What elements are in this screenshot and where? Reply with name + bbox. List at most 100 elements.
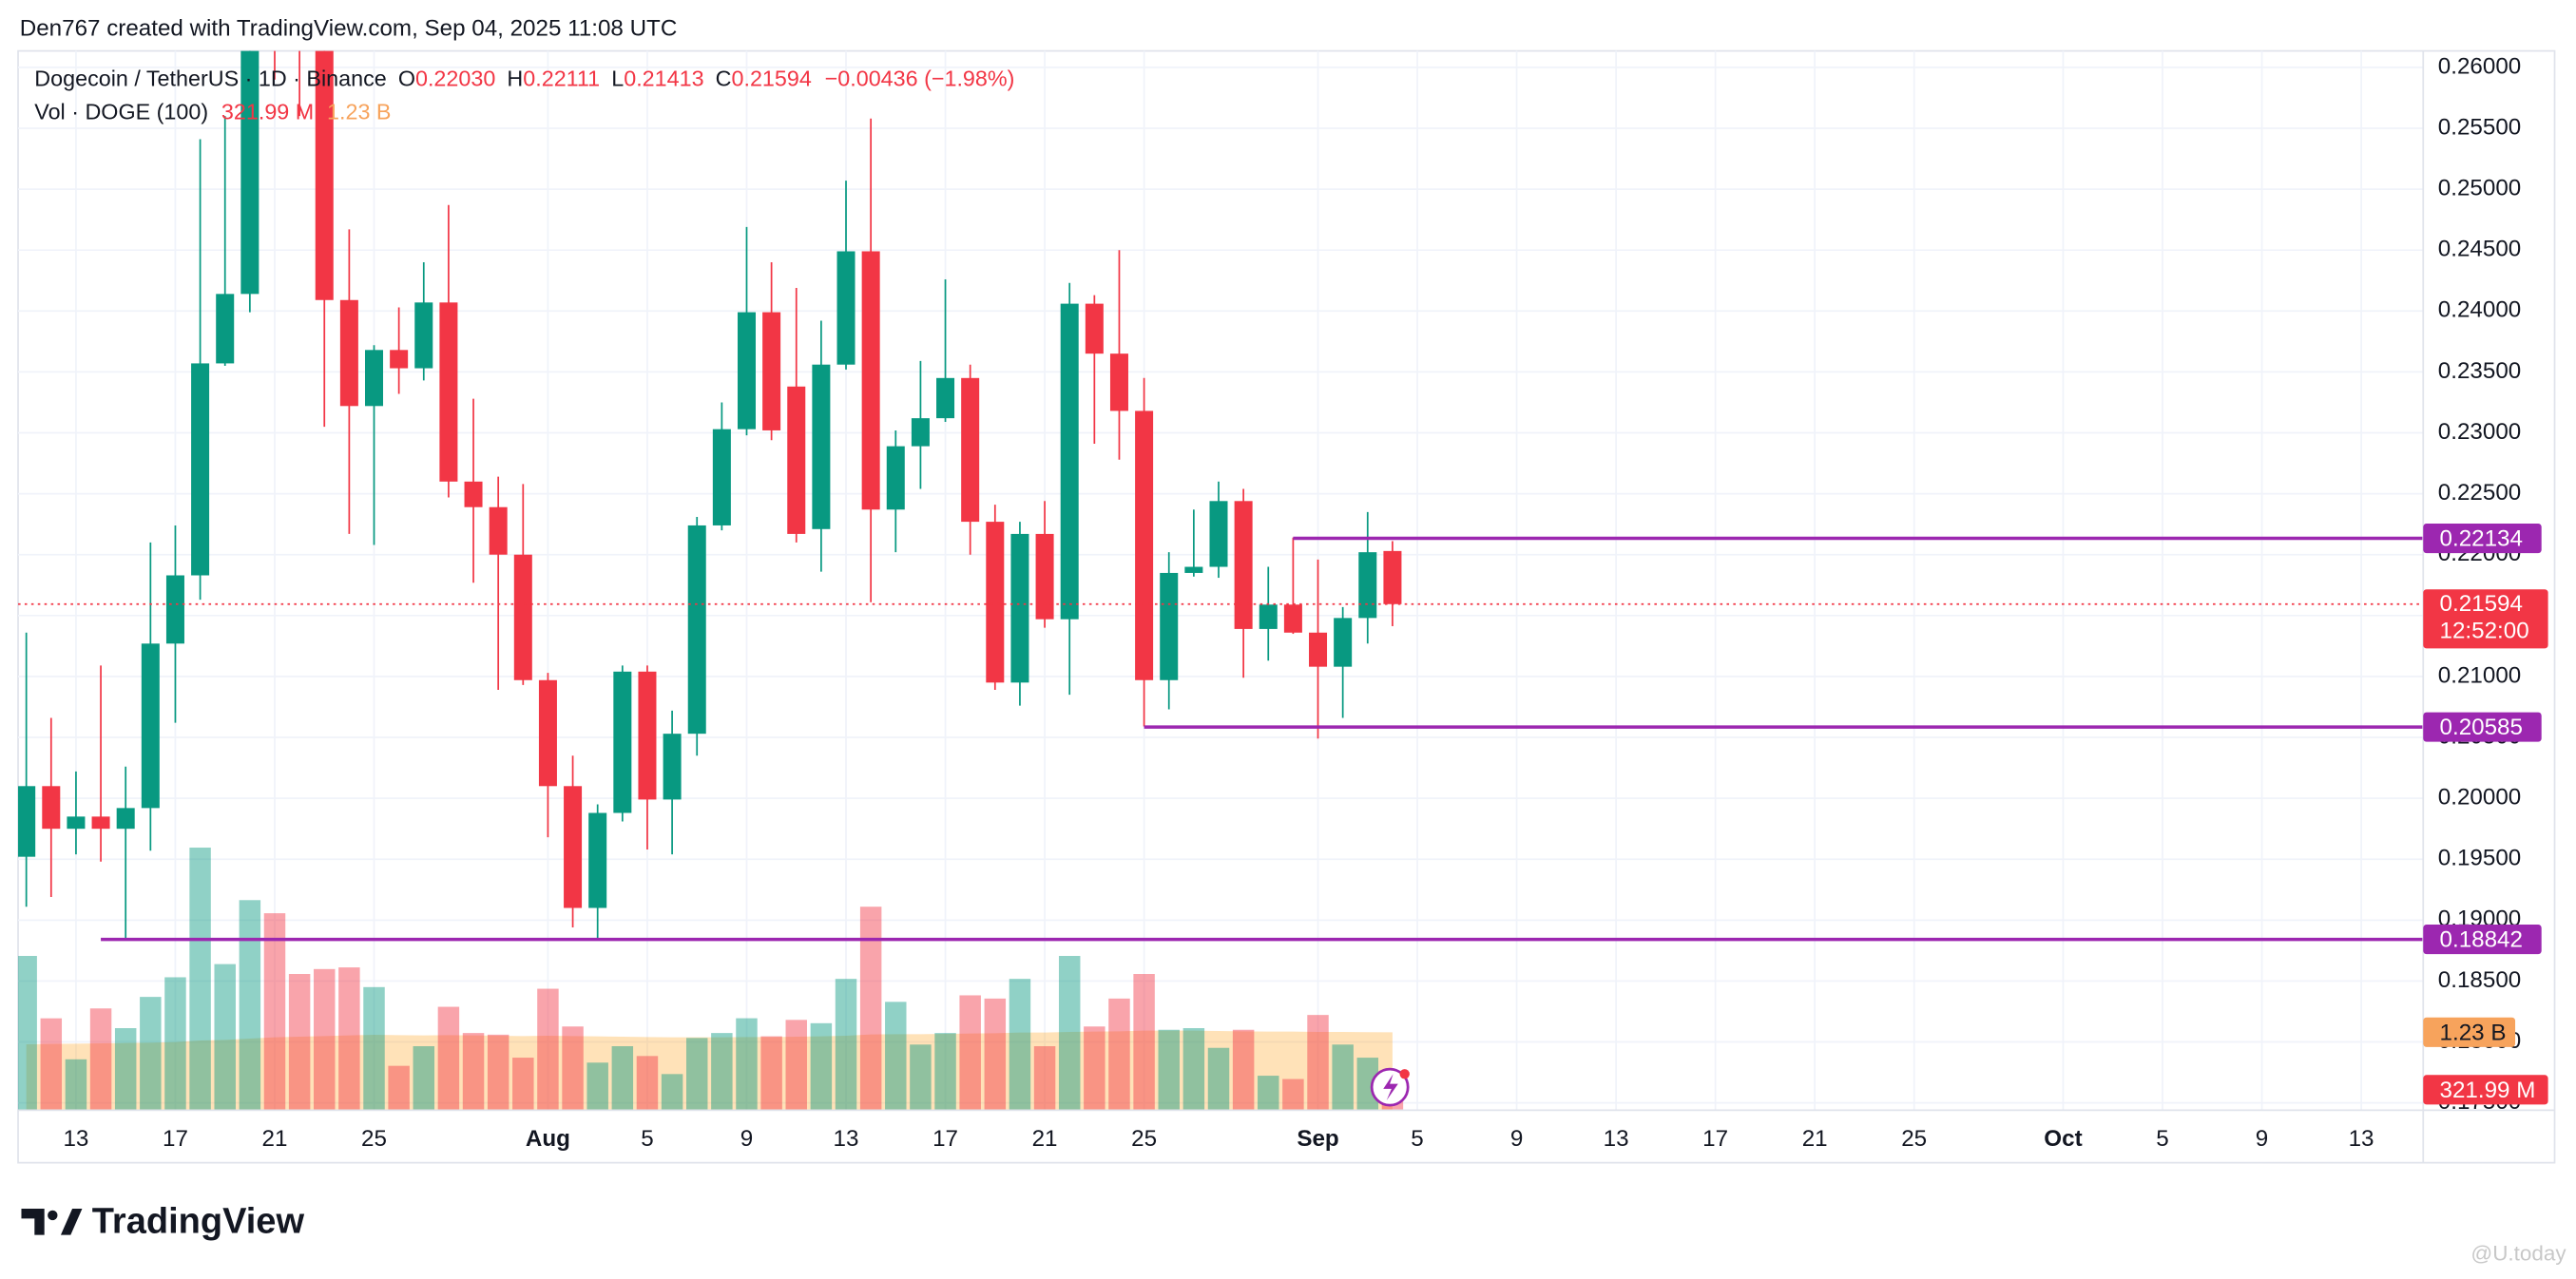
candle-body <box>638 671 657 800</box>
candle-body <box>414 302 433 369</box>
ohlc-key: L <box>611 67 624 91</box>
candle-body <box>1383 550 1402 604</box>
candle-body <box>538 679 557 787</box>
y-tick-label: 0.21000 <box>2438 662 2521 688</box>
volume-bar <box>487 1034 509 1111</box>
candle-body <box>663 734 682 800</box>
candle-body <box>1283 604 1302 633</box>
candle-body <box>1334 618 1353 667</box>
volume-bar <box>760 1036 782 1111</box>
candle-body <box>489 506 508 555</box>
level-label: 0.22134 <box>2440 526 2523 552</box>
attribution: Den767 created with TradingView.com, Sep… <box>20 16 678 42</box>
countdown: 12:52:00 <box>2440 619 2529 644</box>
candle-body <box>464 481 483 507</box>
candle-body <box>165 575 184 644</box>
volume-title: Vol · DOGE (100) <box>34 99 208 124</box>
volume-bar <box>586 1062 608 1111</box>
x-tick-label: Oct <box>2044 1126 2082 1152</box>
volume-bar <box>89 1008 112 1111</box>
y-tick-label: 0.23500 <box>2438 358 2521 384</box>
x-tick-label: 21 <box>1802 1126 1828 1152</box>
level-label: 0.20585 <box>2440 715 2523 740</box>
y-tick-label: 0.24000 <box>2438 297 2521 323</box>
volume-bar <box>785 1020 807 1111</box>
candle-body <box>1010 533 1029 683</box>
volume-ma-label: 1.23 B <box>2440 1020 2507 1045</box>
x-tick-label: 5 <box>1411 1126 1423 1152</box>
y-tick-label: 0.18500 <box>2438 967 2521 993</box>
candle-body <box>1109 353 1128 411</box>
x-tick-label: 9 <box>1510 1126 1523 1152</box>
volume-bar <box>363 986 385 1111</box>
y-tick-label: 0.20000 <box>2438 785 2521 811</box>
y-tick-label: 0.24500 <box>2438 237 2521 262</box>
x-tick-label: 21 <box>1032 1126 1058 1152</box>
volume-bar <box>537 988 559 1111</box>
candle-body <box>787 386 806 534</box>
candle-body <box>116 808 135 830</box>
y-tick-label: 0.25500 <box>2438 114 2521 140</box>
x-tick-label: 25 <box>361 1126 387 1152</box>
candle-body <box>1209 501 1228 567</box>
candle-body <box>836 251 855 365</box>
candle-body <box>986 522 1005 683</box>
ohlc-key: H <box>507 67 523 91</box>
volume-label: 321.99 M <box>2440 1078 2536 1103</box>
volume-bar <box>810 1022 833 1111</box>
candle-body <box>737 312 756 430</box>
candle-body <box>1309 632 1328 667</box>
candle-body <box>315 50 334 300</box>
volume-bar <box>18 956 37 1111</box>
candle-body <box>936 377 955 419</box>
candle-body <box>861 251 880 510</box>
volume-ma-label-bg <box>2423 1017 2516 1047</box>
volume-bar <box>1133 974 1155 1111</box>
legend-line-2: Vol · DOGE (100) 321.99 M 1.23 B <box>34 99 391 124</box>
volume-bar <box>314 968 336 1111</box>
candle-body <box>439 302 458 482</box>
x-tick-label: 13 <box>2349 1126 2374 1152</box>
candle-body <box>762 312 781 430</box>
candle-body <box>1035 533 1054 620</box>
level-label-bg <box>2423 925 2542 955</box>
symbol: Dogecoin / TetherUS · 1D · Binance <box>34 67 386 91</box>
volume-bar <box>338 967 360 1111</box>
candle-body <box>1358 552 1377 619</box>
volume-bar <box>959 995 981 1111</box>
candle-body <box>712 429 731 525</box>
volume-bar <box>835 979 857 1111</box>
volume-bar <box>413 1046 435 1111</box>
volume-bar <box>164 977 186 1111</box>
candle-body <box>18 786 36 857</box>
volume-bar <box>984 998 1007 1111</box>
x-tick-label: 25 <box>1901 1126 1927 1152</box>
x-tick-label: 13 <box>834 1126 859 1152</box>
volume-bar <box>736 1018 758 1111</box>
volume-bar <box>1158 1029 1180 1111</box>
volume-bar <box>239 900 261 1111</box>
volume-bar <box>288 974 311 1111</box>
candle-body <box>390 350 409 369</box>
candle-body <box>339 299 358 407</box>
volume-bar <box>65 1059 87 1111</box>
logo: TradingView <box>21 1202 304 1242</box>
volume-bar <box>1282 1079 1304 1111</box>
last-price-label-bg <box>2423 589 2548 649</box>
y-tick-label: 0.23000 <box>2438 419 2521 445</box>
volume-bar <box>885 1002 907 1111</box>
volume-bar <box>40 1018 63 1111</box>
candle-body <box>1234 501 1253 629</box>
x-tick-label: 9 <box>740 1126 753 1152</box>
candle-body <box>961 377 980 523</box>
volume-bar <box>611 1046 634 1111</box>
volume-bar <box>1356 1058 1379 1111</box>
x-tick-label: 13 <box>63 1126 88 1152</box>
volume-bar <box>661 1074 683 1111</box>
legend-line-1: Dogecoin / TetherUS · 1D · Binance O0.220… <box>34 67 1014 91</box>
candle-body <box>67 816 86 830</box>
candle-body <box>191 363 210 576</box>
candle-body <box>886 446 905 510</box>
replay-icon[interactable] <box>1370 1067 1410 1107</box>
